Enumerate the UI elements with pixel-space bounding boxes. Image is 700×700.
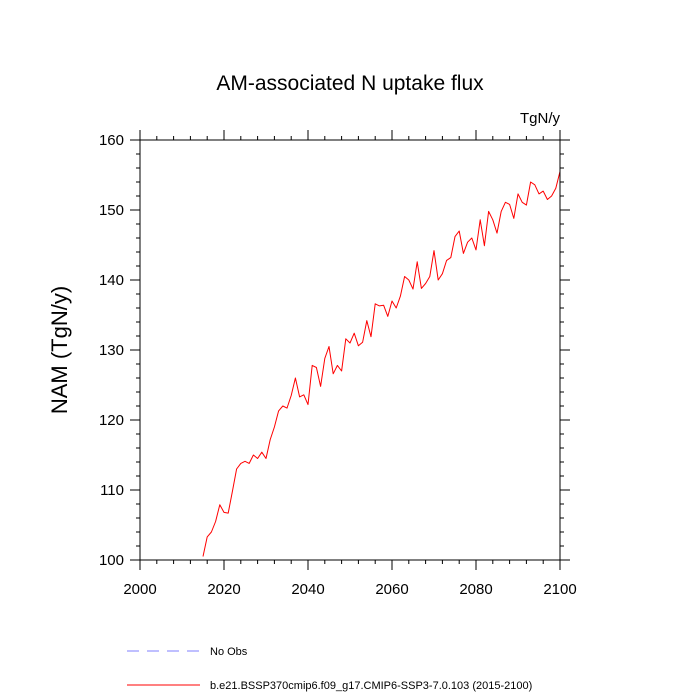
x-tick-label: 2040 (291, 581, 324, 598)
units-label: TgN/y (520, 110, 561, 127)
x-tick-label: 2020 (207, 581, 240, 598)
y-axis-label: NAM (TgN/y) (47, 286, 72, 414)
minor-ticks (136, 136, 564, 564)
chart-title: AM-associated N uptake flux (216, 72, 484, 95)
x-tick-label: 2060 (375, 581, 408, 598)
series-line (202, 171, 561, 557)
y-tick-label: 150 (99, 202, 124, 219)
legend: No Obs b.e21.BSSP370cmip6.f09_g17.CMIP6-S… (127, 646, 532, 692)
legend-label: b.e21.BSSP370cmip6.f09_g17.CMIP6-SSP3-7.… (210, 680, 532, 692)
series-layer (202, 171, 561, 557)
legend-label: No Obs (210, 646, 248, 658)
x-tick-label: 2100 (543, 581, 576, 598)
x-tick-label: 2000 (123, 581, 156, 598)
x-tick-label: 2080 (459, 581, 492, 598)
y-tick-label: 140 (99, 272, 124, 289)
plot-frame (139, 139, 561, 561)
y-tick-label: 100 (99, 552, 124, 569)
tick-labels: 2000 2020 2040 2060 2080 2100 100 110 120 130 140 1… (99, 132, 577, 598)
y-tick-label: 130 (99, 342, 124, 359)
y-tick-label: 110 (100, 482, 124, 499)
y-tick-label: 120 (99, 412, 124, 429)
y-tick-label: 160 (99, 132, 124, 149)
major-ticks (130, 130, 570, 570)
